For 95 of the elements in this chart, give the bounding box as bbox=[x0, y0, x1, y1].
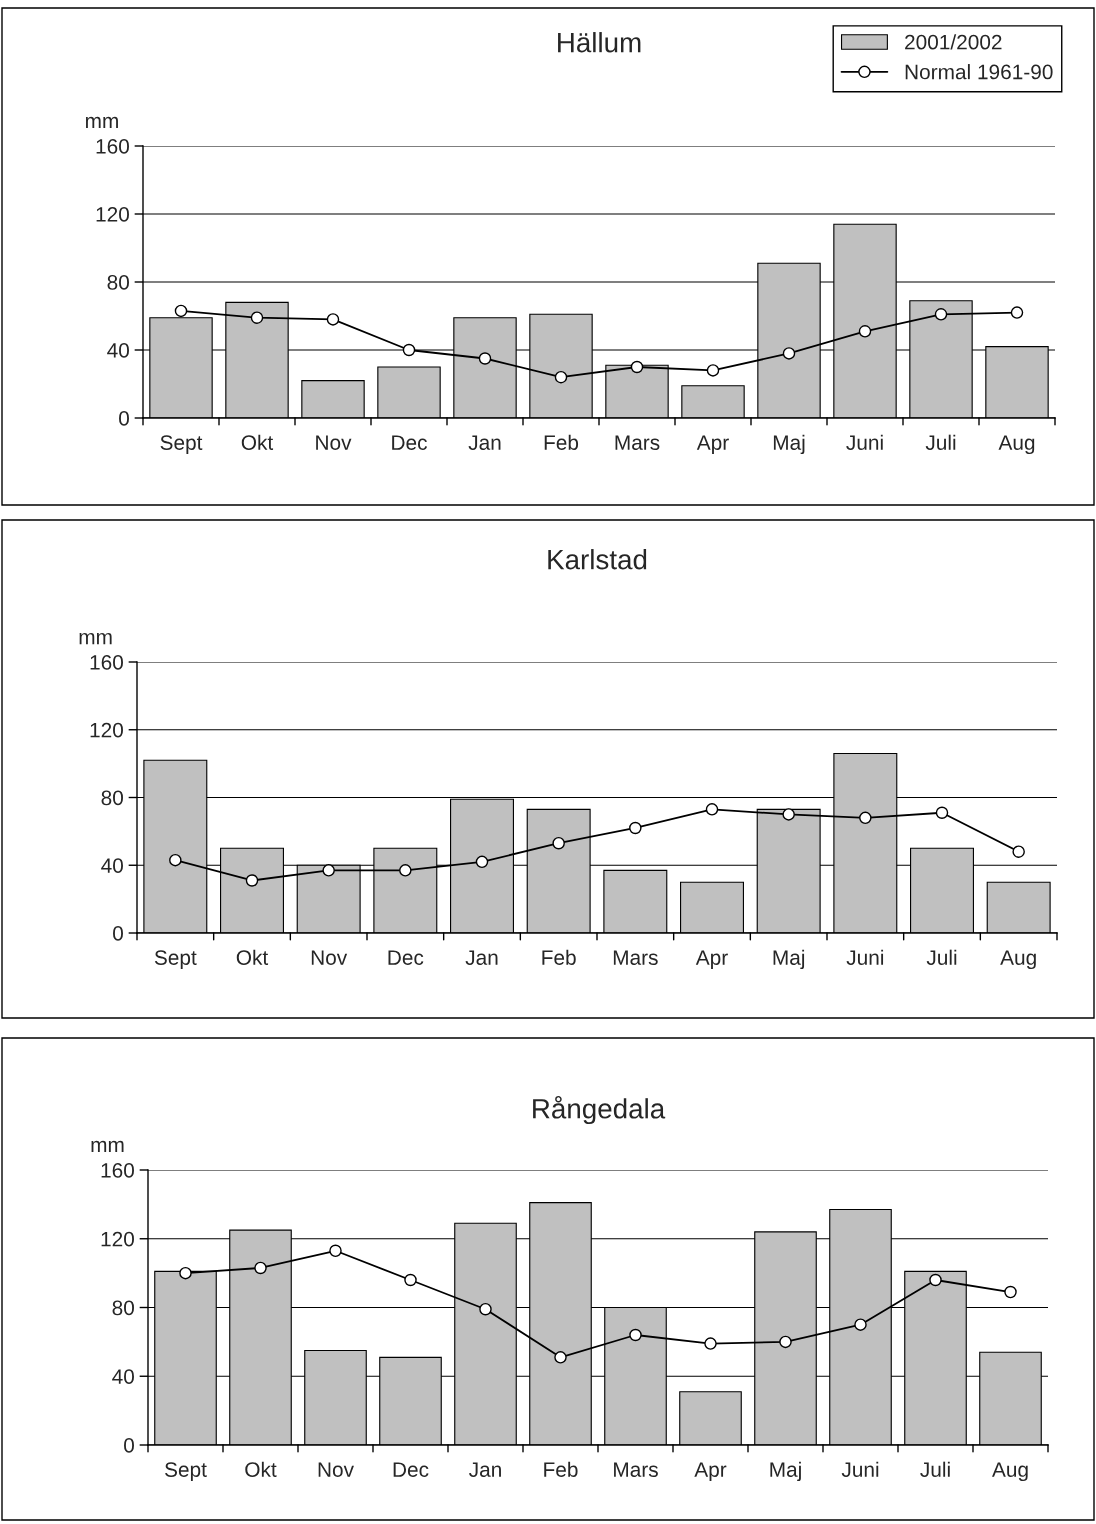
x-tick-label: Feb bbox=[544, 434, 579, 450]
point bbox=[929, 1273, 942, 1287]
x-tick-label: Juli bbox=[926, 949, 957, 965]
x-tick-label: Mars bbox=[615, 435, 660, 450]
x-tick-label: Jan bbox=[468, 435, 501, 450]
y-tick-label: 80 bbox=[101, 790, 123, 806]
point bbox=[250, 311, 264, 324]
x-tick-label: Maj bbox=[770, 1461, 801, 1482]
x-tick-label: Nov bbox=[311, 950, 348, 965]
point bbox=[169, 853, 182, 867]
x-tick-label: Nov bbox=[318, 1462, 354, 1477]
x-tick-label: Juni bbox=[841, 1461, 879, 1477]
x-tick-label: Sept bbox=[160, 435, 203, 455]
legend-label: 2001/2002 bbox=[905, 34, 1002, 50]
x-tick-label: Juni bbox=[846, 434, 883, 450]
x-tick-label: Okt bbox=[236, 949, 269, 965]
point bbox=[706, 364, 720, 377]
y-tick-label: 160 bbox=[101, 1163, 134, 1178]
x-tick-label: Feb bbox=[544, 1461, 578, 1477]
point bbox=[322, 864, 335, 877]
point bbox=[404, 1273, 417, 1287]
y-axis-title: mm bbox=[85, 116, 118, 129]
point bbox=[859, 811, 872, 825]
y-tick-label: 120 bbox=[101, 1231, 134, 1247]
x-tick-label: Apr bbox=[694, 1462, 727, 1482]
x-tick-label: Maj bbox=[773, 434, 805, 455]
point bbox=[245, 874, 259, 887]
point bbox=[858, 325, 872, 338]
point bbox=[399, 864, 412, 877]
x-tick-label: Mars bbox=[614, 1462, 658, 1477]
y-tick-label: 0 bbox=[113, 926, 123, 941]
point bbox=[254, 1261, 267, 1275]
point bbox=[854, 1318, 867, 1331]
y-tick-label: 80 bbox=[107, 275, 129, 290]
point bbox=[479, 1302, 492, 1316]
point bbox=[552, 836, 565, 850]
x-tick-label: Maj bbox=[773, 949, 805, 970]
point bbox=[554, 1351, 567, 1364]
x-tick-label: Okt bbox=[241, 434, 274, 450]
point bbox=[782, 347, 796, 360]
x-tick-label: Sept bbox=[165, 1462, 207, 1482]
chart-title: Karlstad bbox=[548, 549, 647, 570]
y-tick-label: 80 bbox=[112, 1300, 134, 1316]
x-tick-label: Juli bbox=[925, 434, 956, 450]
x-tick-label: Mars bbox=[613, 950, 658, 965]
x-tick-label: Aug bbox=[1000, 950, 1036, 970]
y-tick-label: 40 bbox=[112, 1369, 134, 1384]
y-tick-label: 120 bbox=[90, 722, 123, 738]
x-tick-label: Dec bbox=[393, 1462, 429, 1477]
point bbox=[630, 360, 644, 374]
x-tick-label: Sept bbox=[154, 950, 197, 970]
x-tick-label: Juni bbox=[846, 949, 884, 965]
point bbox=[478, 352, 492, 365]
x-tick-label: Juli bbox=[920, 1461, 950, 1477]
point bbox=[779, 1335, 792, 1349]
point bbox=[402, 343, 416, 357]
point bbox=[1012, 845, 1025, 858]
y-tick-label: 0 bbox=[124, 1438, 134, 1453]
point bbox=[179, 1266, 192, 1280]
x-tick-label: Feb bbox=[542, 949, 576, 965]
point bbox=[705, 803, 719, 816]
point bbox=[326, 313, 340, 326]
y-tick-label: 0 bbox=[119, 411, 129, 426]
y-tick-label: 160 bbox=[96, 139, 129, 154]
point bbox=[1010, 306, 1024, 319]
y-tick-label: 40 bbox=[101, 858, 123, 873]
x-tick-label: Okt bbox=[245, 1461, 277, 1477]
point bbox=[704, 1337, 717, 1350]
point bbox=[629, 821, 642, 835]
point bbox=[554, 370, 568, 384]
chart-title: Hällum bbox=[558, 32, 641, 53]
x-tick-label: Aug bbox=[992, 1462, 1028, 1482]
y-axis-title: mm bbox=[79, 632, 112, 645]
legend-label: Normal 1961-90 bbox=[905, 64, 1053, 80]
point bbox=[782, 808, 795, 821]
y-axis-title: mm bbox=[91, 1140, 124, 1152]
x-tick-label: Dec bbox=[392, 435, 427, 450]
point bbox=[174, 304, 188, 318]
x-tick-label: Dec bbox=[388, 950, 424, 965]
x-tick-label: Aug bbox=[998, 435, 1035, 455]
y-tick-label: 40 bbox=[107, 343, 129, 358]
x-tick-label: Jan bbox=[465, 950, 498, 965]
point bbox=[935, 806, 949, 819]
x-tick-label: Nov bbox=[316, 435, 352, 450]
x-tick-label: Jan bbox=[469, 1462, 501, 1477]
y-tick-label: 160 bbox=[90, 655, 123, 670]
point bbox=[629, 1328, 642, 1342]
point bbox=[1004, 1285, 1017, 1299]
x-tick-label: Apr bbox=[695, 950, 728, 970]
point bbox=[934, 308, 948, 321]
point bbox=[329, 1244, 342, 1258]
point bbox=[475, 855, 489, 869]
chart-title: Rångedala bbox=[533, 1095, 666, 1125]
x-tick-label: Apr bbox=[696, 435, 729, 455]
y-tick-label: 120 bbox=[96, 207, 129, 222]
